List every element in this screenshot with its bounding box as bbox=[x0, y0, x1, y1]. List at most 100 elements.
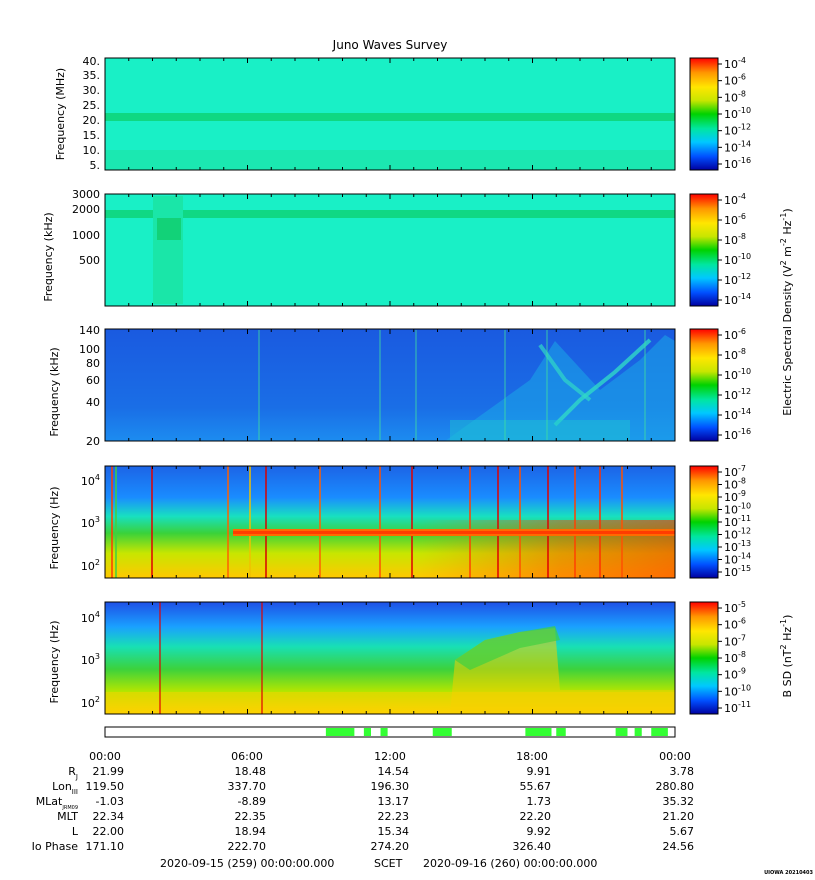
y-ticks-lfr-b: 104 103 102 bbox=[81, 610, 100, 710]
ephemeris-value: 119.50 bbox=[86, 780, 125, 793]
colorbar-tick-label: 10-10 bbox=[724, 683, 751, 698]
ephemeris-label: MLT bbox=[57, 810, 78, 823]
hfr-khz-burst-region bbox=[153, 196, 183, 304]
ephemeris-value: 280.80 bbox=[656, 780, 695, 793]
ephemeris-value: 35.32 bbox=[663, 795, 695, 808]
scet-label: SCET bbox=[374, 857, 403, 870]
panel-hfr-khz: 3000 2000 1000 500 Frequency (kHz) bbox=[42, 188, 676, 307]
colorbar-tick-label: 10-8 bbox=[724, 477, 746, 492]
colorbar-tick-label: 10-13 bbox=[724, 539, 751, 554]
band-21mhz bbox=[105, 113, 675, 121]
ytick-1e2-b: 102 bbox=[81, 695, 100, 710]
colorbar-tick-label: 10-6 bbox=[724, 212, 746, 227]
ytick-40: 40. bbox=[83, 55, 101, 68]
colorbar-tick-label: 10-6 bbox=[724, 617, 746, 632]
colorbar-tick-label: 10-8 bbox=[724, 347, 746, 362]
ephemeris-value: 18.94 bbox=[235, 825, 267, 838]
ephemeris-value: 222.70 bbox=[228, 840, 267, 853]
hfr-khz-burst-core bbox=[157, 218, 181, 240]
colorbar-tick-label: 10-14 bbox=[724, 292, 751, 307]
time-label-1: 06:00 bbox=[231, 750, 263, 763]
colorbar-tick-labels: 10-410-610-810-1010-1210-1410-1610-410-6… bbox=[718, 56, 751, 715]
ephemeris-label: Io Phase bbox=[32, 840, 79, 853]
panel-hfr-mhz: 40. 35. 30. 25. 20. 15. 10. 5. Frequency… bbox=[54, 55, 676, 172]
colorbar-tick-label: 10-9 bbox=[724, 489, 746, 504]
colorbar-b-label: B SD (nT2 Hz-1) bbox=[779, 615, 794, 698]
footer: 2020-09-15 (259) 00:00:00.000 SCET 2020-… bbox=[160, 857, 814, 876]
colorbar-2 bbox=[689, 193, 719, 307]
colorbar-tick-label: 10-10 bbox=[724, 502, 751, 517]
ylabel-lfr-b: Frequency (Hz) bbox=[48, 621, 61, 704]
colorbar-tick-label: 10-7 bbox=[724, 464, 746, 479]
colorbar-tick-label: 10-9 bbox=[724, 667, 746, 682]
ephemeris-value: 196.30 bbox=[371, 780, 410, 793]
ephemeris-value: 337.70 bbox=[228, 780, 267, 793]
y-ticks-mhz: 40. 35. 30. 25. 20. 15. 10. 5. bbox=[83, 55, 101, 172]
colorbar-tick-label: 10-10 bbox=[724, 367, 751, 382]
ephemeris-table: RJ 21.99 18.48 14.54 9.91 3.78 LonIII 119.50 337… bbox=[32, 765, 694, 853]
ephemeris-value: 18.48 bbox=[235, 765, 267, 778]
coverage-strip-frame bbox=[104, 726, 676, 738]
time-label-3: 18:00 bbox=[516, 750, 548, 763]
colorbar-tick-label: 10-11 bbox=[724, 514, 751, 529]
ytick-30: 30. bbox=[83, 84, 101, 97]
start-time: 2020-09-15 (259) 00:00:00.000 bbox=[160, 857, 334, 870]
ephemeris-label: MLatJRM09 bbox=[36, 795, 78, 811]
colorbar-tick-label: 10-6 bbox=[724, 327, 746, 342]
time-label-4: 00:00 bbox=[659, 750, 691, 763]
colorbar-tick-label: 10-10 bbox=[724, 252, 751, 267]
watermark: UIOWA 20210403 bbox=[764, 870, 813, 876]
ytick-35: 35. bbox=[83, 69, 101, 82]
ytick-500: 500 bbox=[79, 254, 100, 267]
x-tick-marks bbox=[104, 58, 676, 714]
coverage-interval bbox=[634, 728, 642, 736]
ytick-1e2-e: 102 bbox=[81, 558, 100, 573]
ytick-3000: 3000 bbox=[72, 188, 100, 201]
ephemeris-label: LonIII bbox=[52, 780, 78, 796]
emission-arc-2 bbox=[538, 343, 592, 402]
colorbar-tick-label: 10-4 bbox=[724, 192, 746, 207]
ytick-60: 60 bbox=[86, 374, 100, 387]
ephemeris-value: 22.20 bbox=[520, 810, 552, 823]
ephemeris-value: 21.99 bbox=[93, 765, 125, 778]
ephemeris-label: RJ bbox=[68, 765, 78, 781]
ytick-1e3-b: 103 bbox=[81, 652, 100, 667]
coverage-interval bbox=[615, 728, 628, 736]
coverage-interval bbox=[651, 728, 668, 736]
ylabel-lfr-e: Frequency (Hz) bbox=[48, 487, 61, 570]
ytick-140: 140 bbox=[79, 324, 100, 337]
ephemeris-value: -8.89 bbox=[238, 795, 266, 808]
panel-lfr-e-hz: 104 103 102 Frequency (Hz) bbox=[48, 465, 676, 579]
colorbar-tick-label: 10-12 bbox=[724, 272, 751, 287]
ylabel-hfr-khz: Frequency (kHz) bbox=[42, 212, 55, 301]
coverage-interval bbox=[432, 728, 452, 736]
ephemeris-value: 21.20 bbox=[663, 810, 695, 823]
emission-feature-right bbox=[445, 335, 675, 441]
ephemeris-value: 9.92 bbox=[527, 825, 552, 838]
coverage-interval bbox=[525, 728, 552, 736]
band-1700khz bbox=[105, 210, 675, 218]
lfr-b-chorus-upper bbox=[455, 626, 560, 670]
ephemeris-value: 22.35 bbox=[235, 810, 267, 823]
ytick-80: 80 bbox=[86, 357, 100, 370]
colorbar-tick-label: 10-10 bbox=[724, 106, 751, 121]
lfr-e-vertical-spikes bbox=[111, 466, 623, 578]
ytick-100: 100 bbox=[79, 343, 100, 356]
coverage-interval bbox=[380, 728, 388, 736]
colorbar-tick-label: 10-16 bbox=[724, 156, 751, 171]
colorbar-tick-label: 10-11 bbox=[724, 700, 751, 715]
ylabel-lfr-khz: Frequency (kHz) bbox=[48, 347, 61, 436]
colorbar-tick-label: 10-8 bbox=[724, 89, 746, 104]
coverage-interval bbox=[556, 728, 566, 736]
ephemeris-value: 22.34 bbox=[93, 810, 125, 823]
ephemeris-value: 13.17 bbox=[378, 795, 410, 808]
ephemeris-label: L bbox=[72, 825, 79, 838]
lfr-b-vertical-spikes bbox=[159, 602, 263, 714]
emission-arc-1 bbox=[553, 338, 652, 427]
ephemeris-value: 15.34 bbox=[378, 825, 410, 838]
ephemeris-value: 22.23 bbox=[378, 810, 410, 823]
colorbar-4 bbox=[689, 465, 719, 579]
ephemeris-value: 5.67 bbox=[670, 825, 695, 838]
y-ticks-lfr-khz: 140 100 80 60 40 20 bbox=[79, 324, 100, 448]
